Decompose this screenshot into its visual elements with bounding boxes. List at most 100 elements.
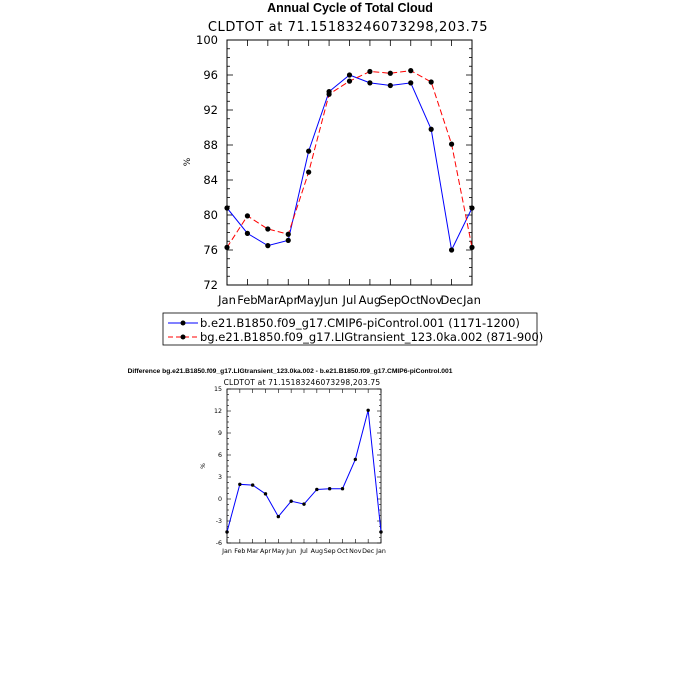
x-tick-label: May	[297, 293, 321, 307]
data-point-series-0	[302, 502, 306, 506]
difference-chart: Difference bg.e21.B1850.f09_g17.LIGtrans…	[128, 368, 453, 555]
x-tick-label: Nov	[420, 293, 443, 307]
x-tick-label: Jun	[319, 293, 338, 307]
x-tick-label: Aug	[311, 548, 323, 555]
x-tick-label: Jan	[462, 293, 481, 307]
data-point-series-0	[327, 487, 332, 491]
difference-title: Difference bg.e21.B1850.f09_g17.LIGtrans…	[128, 368, 453, 375]
data-point-series-0	[448, 247, 455, 253]
x-tick-label: Nov	[349, 548, 362, 555]
data-point-series-1	[306, 169, 312, 175]
data-point-series-0	[379, 530, 383, 534]
data-point-series-1	[265, 226, 271, 232]
x-tick-label: Sep	[379, 293, 401, 307]
x-tick-label: Oct	[401, 293, 421, 307]
chart-subtitle: CLDTOT at 71.15183246073298,203.75	[208, 20, 488, 35]
data-point-series-1	[428, 79, 434, 85]
chart-title: Annual Cycle of Total Cloud	[267, 1, 433, 15]
x-tick-label: Feb	[237, 293, 257, 307]
data-point-series-0	[366, 408, 370, 412]
data-point-series-1	[448, 141, 455, 147]
legend-box	[162, 312, 538, 346]
x-tick-label: Apr	[278, 293, 298, 307]
y-tick-label: 88	[203, 138, 218, 152]
x-tick-label: Mar	[247, 548, 259, 555]
data-point-series-1	[346, 78, 353, 84]
y-tick-label: 15	[214, 386, 222, 393]
legend-label-cmip6: b.e21.B1850.f09_g17.CMIP6-piControl.001 …	[200, 316, 520, 330]
x-tick-label: Jul	[299, 548, 308, 555]
legend-marker-cmip6	[180, 320, 186, 326]
y-axis-label: %	[183, 157, 193, 166]
legend-marker-ligtransient	[180, 334, 186, 340]
data-point-series-1	[326, 91, 332, 97]
x-tick-label: Jan	[221, 548, 232, 555]
series-line-1	[226, 70, 473, 248]
series-line-0	[226, 410, 382, 533]
x-tick-label: Mar	[257, 293, 279, 307]
series-line-0	[226, 74, 473, 252]
data-point-series-0	[315, 487, 319, 492]
x-tick-label: May	[272, 548, 285, 555]
data-point-series-1	[367, 68, 373, 75]
data-point-series-0	[469, 205, 475, 211]
x-tick-label: Sep	[324, 548, 336, 555]
annual-cycle-chart: Annual Cycle of Total Cloud CLDTOT at 71…	[162, 1, 543, 346]
data-point-series-1	[244, 213, 251, 219]
difference-y-axis-label: %	[200, 463, 207, 469]
data-point-series-0	[306, 148, 312, 154]
x-tick-label: Jun	[285, 548, 296, 555]
data-point-series-0	[367, 80, 373, 86]
y-tick-label: 9	[218, 430, 222, 437]
data-point-series-1	[408, 68, 414, 74]
y-tick-label: 92	[203, 103, 218, 117]
data-point-series-1	[224, 244, 230, 250]
y-tick-label: 100	[196, 33, 218, 47]
x-tick-label: Jan	[375, 548, 386, 555]
data-point-series-0	[244, 230, 251, 236]
data-point-series-0	[340, 487, 345, 491]
y-tick-label: 84	[203, 173, 218, 187]
legend-label-ligtransient: bg.e21.B1850.f09_g17.LIGtransient_123.0k…	[200, 330, 543, 344]
data-point-series-0	[276, 514, 281, 519]
x-tick-label: Jan	[217, 293, 236, 307]
y-tick-label: 72	[203, 278, 218, 292]
x-tick-label: Jul	[342, 293, 357, 307]
data-point-series-0	[250, 483, 255, 487]
x-tick-label: Aug	[359, 293, 381, 307]
y-tick-label: 12	[214, 408, 222, 415]
data-point-series-0	[238, 482, 242, 487]
data-point-series-0	[353, 457, 358, 462]
data-point-series-1	[285, 231, 291, 237]
data-point-series-0	[225, 530, 229, 534]
data-point-series-1	[387, 70, 393, 76]
data-point-series-1	[469, 244, 475, 250]
difference-subtitle: CLDTOT at 71.15183246073298,203.75	[224, 378, 381, 387]
data-point-series-0	[289, 499, 293, 503]
y-tick-label: 80	[203, 208, 218, 222]
data-point-series-0	[346, 72, 353, 78]
x-tick-label: Dec	[362, 548, 375, 555]
y-tick-label: -6	[216, 540, 222, 547]
data-point-series-0	[263, 492, 268, 496]
y-tick-label: 3	[218, 474, 222, 481]
data-point-series-0	[408, 80, 414, 86]
data-point-series-0	[428, 126, 434, 132]
y-tick-label: -3	[216, 518, 222, 525]
x-tick-label: Apr	[260, 548, 271, 555]
x-tick-label: Oct	[337, 548, 348, 555]
x-tick-label: Dec	[440, 293, 462, 307]
data-point-series-0	[265, 243, 271, 249]
y-tick-label: 96	[203, 68, 218, 82]
x-tick-label: Feb	[234, 548, 245, 555]
y-tick-label: 76	[203, 243, 218, 257]
data-point-series-0	[285, 237, 291, 243]
y-tick-label: 0	[218, 496, 222, 503]
legend: b.e21.B1850.f09_g17.CMIP6-piControl.001 …	[162, 312, 543, 346]
data-point-series-0	[224, 205, 230, 211]
plot-frame	[226, 388, 382, 544]
y-tick-label: 6	[218, 452, 222, 459]
